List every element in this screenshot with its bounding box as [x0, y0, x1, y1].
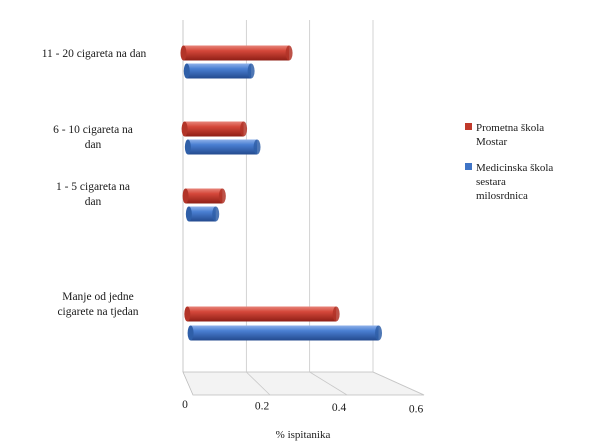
bar-end-cap [375, 325, 383, 341]
legend-swatch [465, 163, 472, 170]
plot-back-wall [183, 20, 373, 372]
legend: Prometna škola Mostar Medicinska škola sest… [465, 122, 553, 202]
bar-base-cap [180, 45, 187, 61]
bar-end-cap [285, 45, 293, 61]
bar-end-cap [253, 139, 261, 155]
bar [181, 121, 248, 137]
x-tick-label: 0 [182, 399, 188, 411]
category-label: 6 - 10 cigareta na dan [53, 124, 133, 151]
bar-end-cap [212, 206, 220, 222]
bar [185, 206, 220, 222]
bar-body [188, 206, 216, 222]
bar-end-cap [332, 306, 340, 322]
bar [180, 45, 293, 61]
bar-body [184, 121, 244, 137]
bar-body [186, 63, 252, 79]
category-label: Manje od jedne cigarete na tjedan [57, 291, 138, 318]
bar [184, 306, 340, 322]
bar-base-cap [185, 206, 192, 222]
bar-body [187, 139, 258, 155]
x-tick-labels: 0 0.2 0.4 0.6 [182, 399, 423, 416]
x-tick-label: 0.6 [409, 404, 424, 416]
bar-end-cap [247, 63, 255, 79]
x-tick-label: 0.4 [332, 402, 347, 414]
legend-label: Prometna škola Mostar [476, 122, 544, 148]
bar-body [187, 306, 337, 322]
gridline-floor [246, 371, 271, 396]
bar-body [190, 325, 379, 341]
bar-body [183, 45, 290, 61]
bar-end-cap [240, 121, 248, 137]
category-label: 1 - 5 cigareta na dan [56, 181, 130, 208]
legend-swatch [465, 123, 472, 130]
gridline-floor [309, 371, 348, 396]
bar-base-cap [182, 188, 189, 204]
bar [184, 139, 261, 155]
x-axis-title: % ispitanika [276, 429, 331, 441]
bar-end-cap [218, 188, 226, 204]
gridline-floor [372, 371, 425, 396]
bars [180, 45, 383, 341]
bar [187, 325, 383, 341]
plot-floor [182, 371, 425, 396]
bar-base-cap [184, 306, 191, 322]
bar-base-cap [181, 121, 188, 137]
category-label: 11 - 20 cigareta na dan [42, 48, 147, 60]
bar [182, 188, 226, 204]
bar-base-cap [183, 63, 190, 79]
plot-frame [182, 20, 425, 396]
bar-base-cap [187, 325, 194, 341]
category-labels: 11 - 20 cigareta na dan 6 - 10 cigareta n… [42, 48, 147, 318]
bar [183, 63, 255, 79]
x-tick-label: 0.2 [255, 401, 270, 413]
legend-label: Medicinska škola sestara milosrdnica [476, 162, 553, 202]
bar-body [185, 188, 223, 204]
bar-base-cap [184, 139, 191, 155]
